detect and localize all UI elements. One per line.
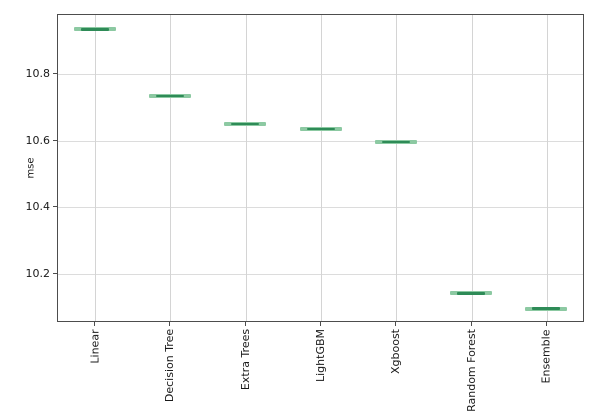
y-axis-label: mse bbox=[25, 157, 37, 179]
y-tick-mark bbox=[53, 73, 57, 75]
gridline-vertical bbox=[396, 15, 398, 321]
x-tick-label-linear: Linear bbox=[88, 328, 102, 364]
x-tick-label-lightgbm: LightGBM bbox=[314, 328, 328, 383]
gridline-vertical bbox=[321, 15, 322, 321]
x-tick-mark bbox=[244, 322, 246, 326]
y-tick-mark bbox=[53, 139, 57, 141]
x-tick-label-xgboost: Xgboost bbox=[389, 328, 403, 375]
x-tick-mark bbox=[320, 322, 321, 326]
gridline-vertical bbox=[95, 15, 97, 321]
y-tick-label: 10.6 bbox=[25, 133, 51, 147]
gridline-horizontal bbox=[58, 140, 583, 142]
median-ensemble bbox=[532, 307, 561, 310]
median-linear bbox=[80, 28, 109, 31]
median-random-forest bbox=[457, 292, 486, 295]
median-extra-trees bbox=[231, 122, 260, 126]
gridline-horizontal bbox=[58, 207, 583, 209]
gridline-horizontal bbox=[58, 273, 583, 275]
gridline-vertical bbox=[170, 15, 172, 321]
x-tick-label-decision-tree: Decision Tree bbox=[163, 328, 177, 403]
median-xgboost bbox=[381, 140, 410, 144]
x-tick-label-random-forest: Random Forest bbox=[464, 329, 478, 412]
gridline-vertical bbox=[245, 15, 247, 321]
median-decision-tree bbox=[155, 94, 184, 98]
median-lightgbm bbox=[306, 128, 335, 131]
x-tick-mark bbox=[169, 322, 171, 326]
x-tick-mark bbox=[94, 322, 96, 326]
x-tick-mark bbox=[470, 322, 472, 326]
y-tick-mark bbox=[53, 206, 57, 208]
gridline-horizontal bbox=[58, 74, 583, 76]
x-tick-mark bbox=[395, 322, 397, 326]
y-tick-label: 10.8 bbox=[25, 67, 51, 81]
y-tick-label: 10.4 bbox=[25, 200, 51, 214]
y-tick-mark bbox=[53, 272, 57, 274]
x-tick-mark bbox=[545, 322, 547, 326]
gridline-vertical bbox=[546, 15, 548, 321]
y-tick-label: 10.2 bbox=[25, 266, 51, 280]
gridline-vertical bbox=[471, 15, 473, 321]
x-tick-label-ensemble: Ensemble bbox=[539, 329, 553, 383]
plot-area bbox=[57, 14, 584, 322]
x-tick-label-extra-trees: Extra Trees bbox=[238, 328, 252, 391]
